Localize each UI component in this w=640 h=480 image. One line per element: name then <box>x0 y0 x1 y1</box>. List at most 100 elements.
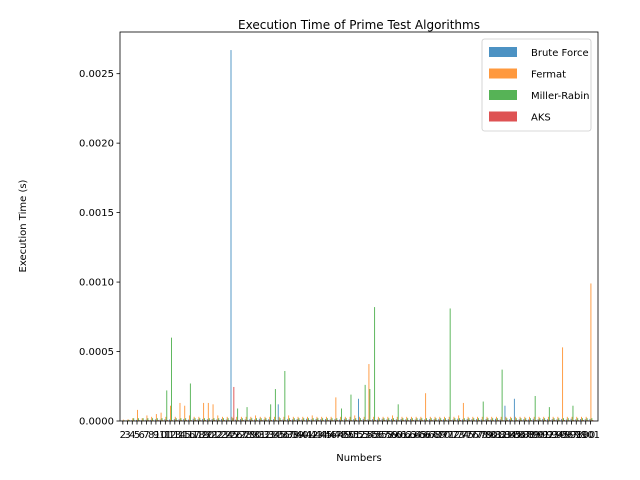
bar-fermat-54 <box>368 364 370 421</box>
bar-fermat-33 <box>269 416 271 421</box>
bar-aks-12 <box>171 420 173 421</box>
bar-fermat-75 <box>467 416 469 421</box>
bar-miller-rabin-34 <box>274 389 276 421</box>
x-tick-label: 96 <box>560 430 573 441</box>
x-tick-label: 84 <box>504 430 517 441</box>
bar-brute-force-14 <box>178 419 180 421</box>
bar-aks-47 <box>337 420 339 421</box>
bar-aks-69 <box>441 420 443 421</box>
y-axis-label: Execution Time (s) <box>18 179 29 272</box>
bar-aks-73 <box>460 420 462 421</box>
x-tick-label: 88 <box>523 430 536 441</box>
bar-miller-rabin-60 <box>397 404 399 421</box>
bar-miller-rabin-85 <box>515 418 517 421</box>
bar-aks-25 <box>233 386 235 421</box>
bar-miller-rabin-54 <box>369 389 371 421</box>
bar-brute-force-5 <box>136 419 137 421</box>
bar-miller-rabin-22 <box>218 418 220 421</box>
bar-miller-rabin-90 <box>539 418 541 421</box>
bar-aks-41 <box>308 420 310 421</box>
bar-fermat-5 <box>137 409 138 421</box>
bar-brute-force-94 <box>556 419 558 421</box>
bar-aks-15 <box>186 420 188 421</box>
x-tick-label: 2 <box>120 430 126 441</box>
bar-fermat-82 <box>500 416 502 421</box>
bar-brute-force-47 <box>334 418 336 421</box>
legend-swatch-miller-rabin <box>489 90 517 100</box>
bar-aks-56 <box>379 420 381 421</box>
bar-miller-rabin-67 <box>430 418 432 421</box>
x-tick-label: 59 <box>386 430 399 441</box>
bar-brute-force-72 <box>452 419 454 421</box>
bar-brute-force-81 <box>495 418 496 421</box>
x-tick-label: 49 <box>338 430 351 441</box>
bar-fermat-98 <box>576 416 578 421</box>
bar-miller-rabin-12 <box>171 337 172 421</box>
bar-brute-force-89 <box>532 418 534 421</box>
bar-fermat-24 <box>226 416 228 421</box>
x-tick-label: 58 <box>381 430 394 441</box>
bar-fermat-77 <box>477 416 479 421</box>
legend-swatch-aks <box>489 111 517 122</box>
bar-aks-76 <box>474 420 476 421</box>
bar-brute-force-41 <box>306 418 308 421</box>
bar-brute-force-39 <box>296 419 298 421</box>
x-tick-label: 51 <box>348 430 361 441</box>
bar-aks-98 <box>578 420 580 421</box>
bar-brute-force-75 <box>466 418 468 421</box>
x-tick-label: 16 <box>183 430 196 441</box>
bar-aks-57 <box>384 420 386 421</box>
bar-fermat-56 <box>377 416 379 421</box>
x-tick-label: 66 <box>419 430 432 441</box>
bar-miller-rabin-27 <box>241 418 243 421</box>
bar-aks-80 <box>493 420 495 421</box>
bar-aks-63 <box>412 420 414 421</box>
legend-label-fermat: Fermat <box>531 70 566 81</box>
bar-miller-rabin-96 <box>567 418 569 421</box>
bar-brute-force-99 <box>580 419 581 421</box>
bar-miller-rabin-51 <box>355 418 357 421</box>
x-tick-label: 27 <box>235 430 248 441</box>
bar-fermat-19 <box>203 402 205 421</box>
bar-fermat-18 <box>198 416 200 421</box>
bar-brute-force-9 <box>154 419 156 421</box>
legend-label-aks: AKS <box>531 113 551 124</box>
bar-brute-force-7 <box>145 419 147 421</box>
bar-aks-95 <box>563 420 565 421</box>
bar-brute-force-96 <box>565 419 567 421</box>
bar-brute-force-35 <box>277 404 279 421</box>
x-tick-label: 43 <box>310 430 323 441</box>
bar-fermat-72 <box>453 416 455 421</box>
bar-fermat-58 <box>387 416 389 421</box>
bar-aks-40 <box>304 420 306 421</box>
bar-fermat-45 <box>325 416 327 421</box>
bar-brute-force-16 <box>188 419 189 421</box>
bar-aks-86 <box>521 420 523 421</box>
legend: Brute Force Fermat Miller-Rabin AKS <box>481 38 592 132</box>
bar-miller-rabin-84 <box>511 418 513 421</box>
x-tick-label: 67 <box>423 430 436 441</box>
bar-aks-29 <box>252 420 254 421</box>
bar-brute-force-18 <box>197 419 199 421</box>
bar-fermat-89 <box>533 416 535 421</box>
bar-brute-force-64 <box>414 419 416 421</box>
bar-miller-rabin-46 <box>331 418 333 421</box>
bar-fermat-96 <box>566 416 568 421</box>
bar-aks-90 <box>540 420 542 421</box>
bar-fermat-3 <box>127 419 129 421</box>
bar-miller-rabin-43 <box>317 418 319 421</box>
bar-fermat-21 <box>212 404 214 421</box>
x-tick-label: 17 <box>187 430 200 441</box>
bar-miller-rabin-18 <box>199 418 201 421</box>
bar-fermat-6 <box>141 418 143 421</box>
bar-brute-force-87 <box>523 419 525 421</box>
bar-aks-44 <box>323 420 325 421</box>
bar-brute-force-98 <box>575 419 577 421</box>
bar-fermat-53 <box>363 416 365 421</box>
bar-aks-31 <box>261 420 263 421</box>
bar-miller-rabin-30 <box>256 418 257 421</box>
x-tick-label: 8 <box>148 430 154 441</box>
bar-miller-rabin-72 <box>454 418 456 421</box>
bar-fermat-61 <box>401 416 403 421</box>
x-tick-label: 93 <box>546 430 559 441</box>
